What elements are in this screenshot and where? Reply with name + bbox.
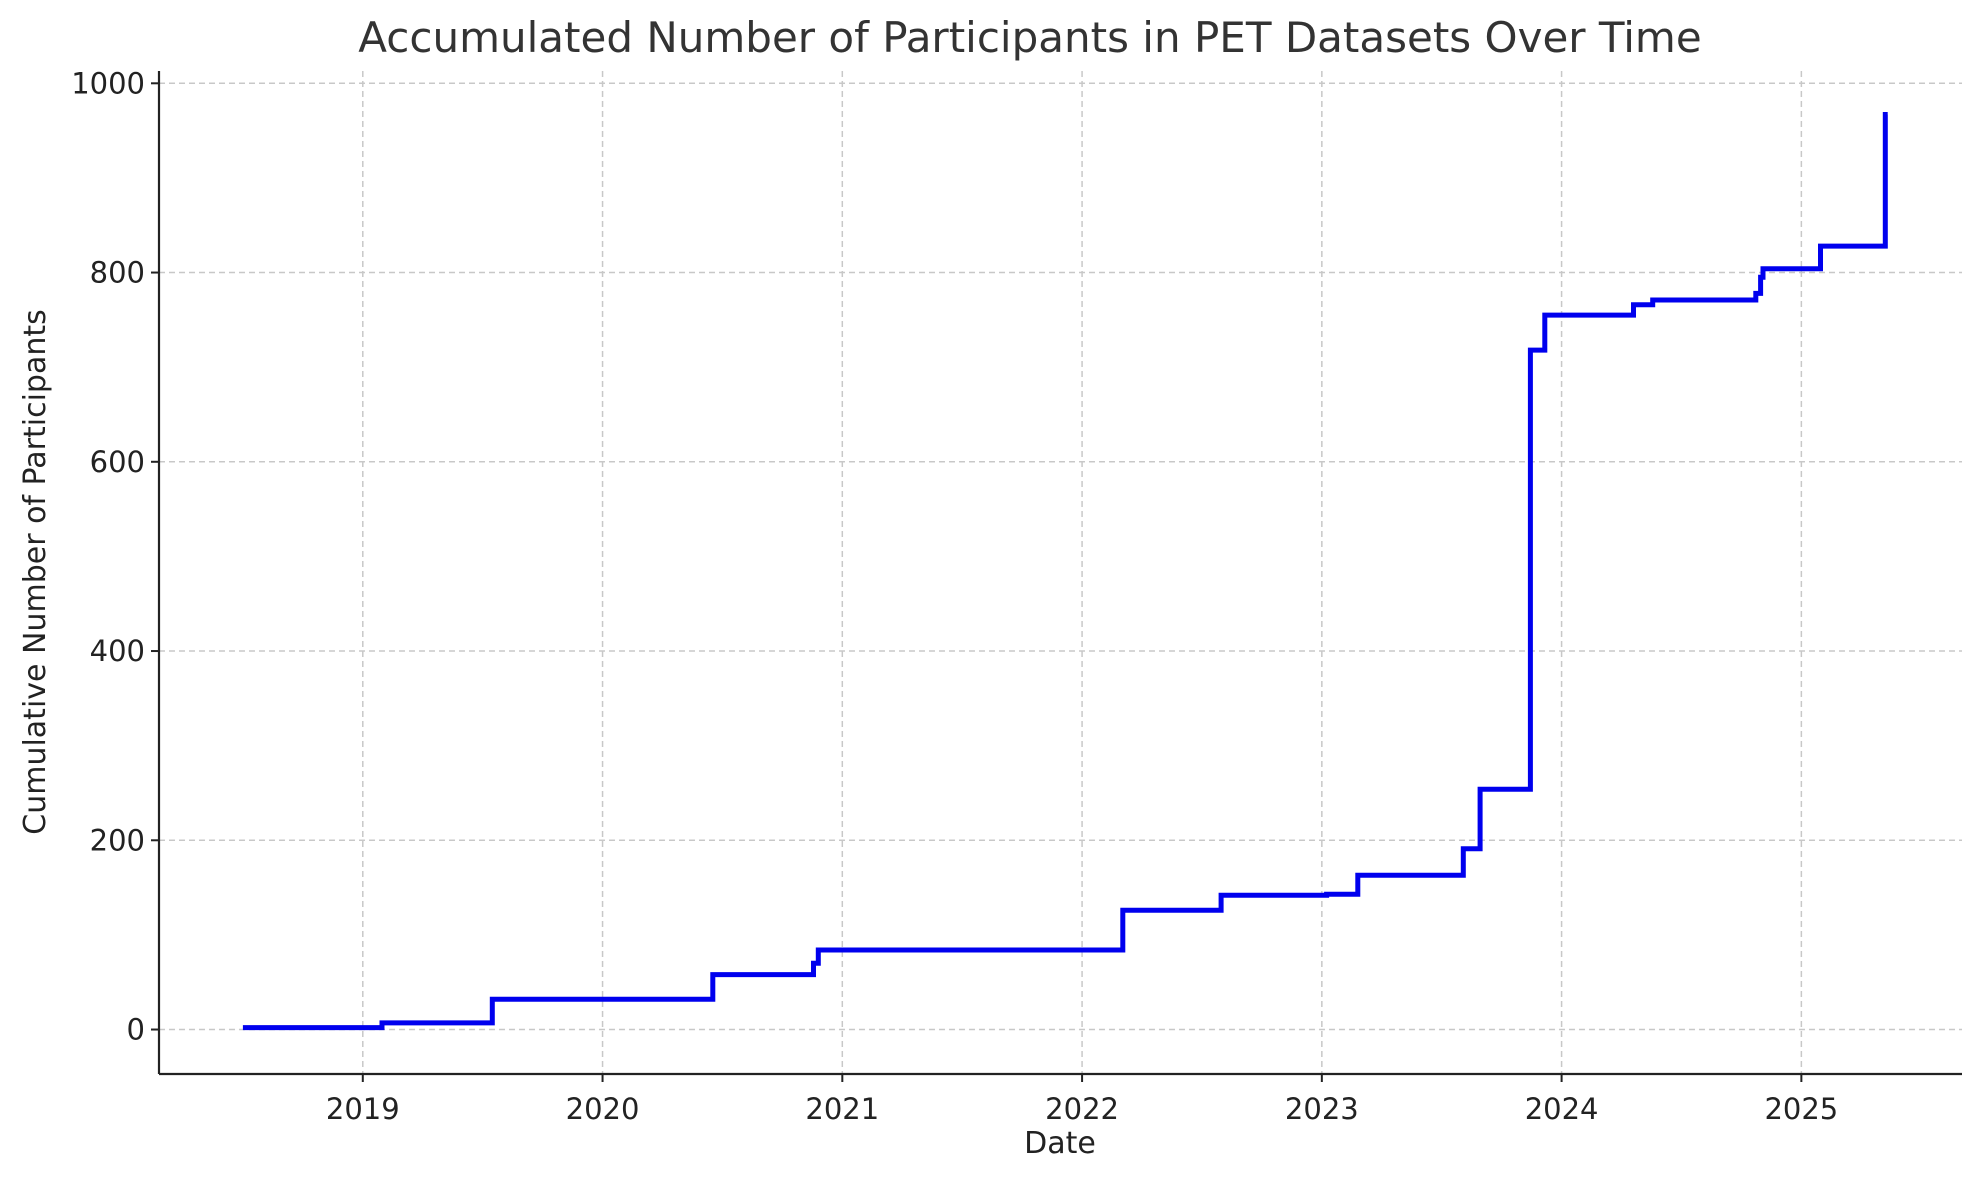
y-tick-label: 600 — [90, 445, 145, 479]
x-tick-label: 2024 — [1525, 1092, 1599, 1126]
series-line — [242, 112, 1888, 1031]
chart-title: Accumulated Number of Participants in PE… — [358, 13, 1701, 62]
y-tick-label: 800 — [90, 256, 145, 290]
axes-layer — [157, 71, 1962, 1076]
series-layer — [242, 112, 1888, 1031]
x-tick-label: 2023 — [1285, 1092, 1359, 1126]
x-tick-label: 2025 — [1764, 1092, 1838, 1126]
y-tick-label: 400 — [90, 634, 145, 668]
y-tick-label: 200 — [90, 823, 145, 857]
y-tick-label: 0 — [127, 1013, 145, 1047]
x-tick-label: 2019 — [326, 1092, 400, 1126]
x-tick-label: 2021 — [805, 1092, 879, 1126]
x-tick-label: 2020 — [566, 1092, 640, 1126]
y-tick-label: 1000 — [71, 66, 145, 100]
x-axis-label: Date — [1024, 1126, 1096, 1161]
x-tick-label: 2022 — [1045, 1092, 1119, 1126]
ticks-layer: 2019 2020 2021 2022 2023 2024 2025 0 200 400 600 80… — [71, 66, 1838, 1126]
grid-layer — [159, 71, 1962, 1074]
y-axis-label: Cumulative Number of Participants — [18, 309, 53, 834]
